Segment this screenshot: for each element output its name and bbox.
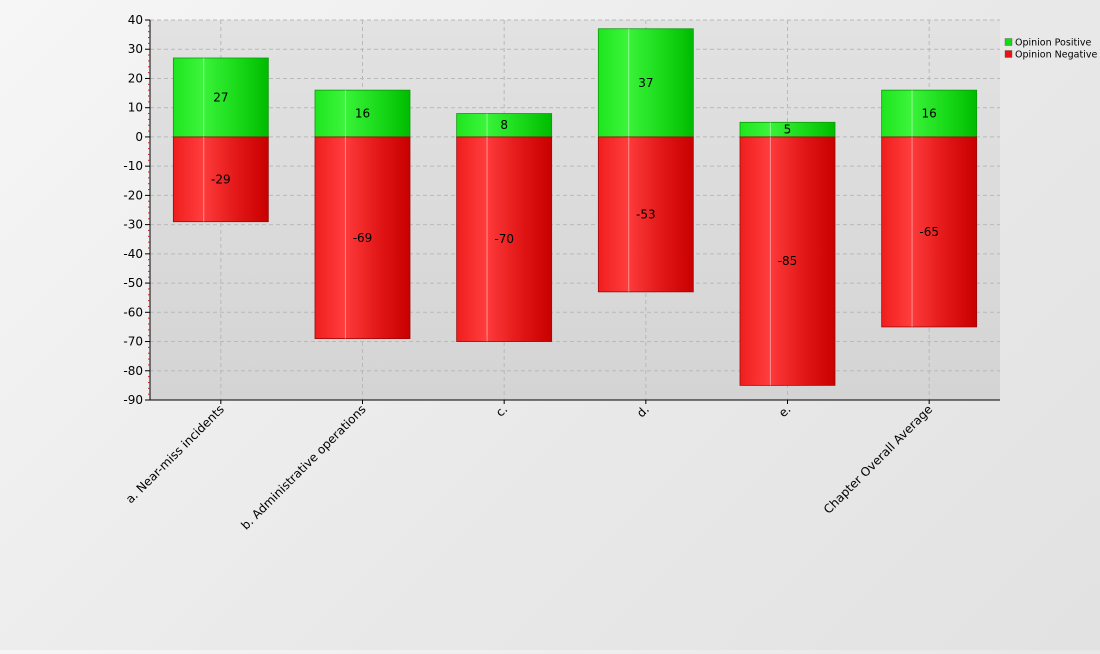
data-label: 37	[638, 76, 653, 90]
x-category-label: a. Near-miss incidents	[123, 402, 227, 506]
legend-swatch	[1004, 50, 1013, 58]
y-tick-label: 0	[135, 130, 143, 144]
bar-positive	[172, 57, 269, 138]
x-category-label: b. Administrative operations	[238, 402, 368, 532]
bar-negative	[456, 136, 553, 342]
y-axis-ticks: 40 30 20 10 0 -10 -20 -30 -40 -50 -60 -70 -80 -90	[123, 13, 150, 407]
y-tick-label: -70	[123, 335, 143, 349]
y-tick-label: -20	[123, 188, 143, 202]
bar-negative	[314, 136, 411, 340]
data-label: -29	[211, 172, 231, 186]
legend-swatch	[1004, 38, 1013, 46]
data-label: -85	[778, 254, 798, 268]
plot-area	[150, 20, 1000, 400]
data-label: -70	[494, 232, 514, 246]
y-tick-label: -40	[123, 247, 143, 261]
y-tick-label: 20	[128, 71, 143, 85]
legend-label: Opinion Negative	[1015, 50, 1097, 61]
bars	[172, 28, 978, 386]
x-category-label: d.	[634, 402, 652, 420]
data-label: -53	[636, 207, 656, 221]
x-category-label: e.	[776, 402, 794, 420]
data-label: 5	[784, 123, 792, 137]
y-tick-label: 40	[128, 13, 143, 27]
data-label: 16	[922, 107, 937, 121]
y-tick-label: -30	[123, 218, 143, 232]
bar-negative	[172, 136, 269, 223]
bar-negative	[597, 136, 694, 293]
y-tick-label: 10	[128, 101, 143, 115]
data-label: 27	[213, 90, 228, 104]
bar-positive	[881, 89, 978, 138]
data-label: 16	[355, 107, 370, 121]
data-labels: 27 16 8 37 5 16 -29 -69 -70 -53 -85 -65	[211, 76, 939, 268]
bar-positive	[314, 89, 411, 138]
data-label: -65	[919, 225, 939, 239]
y-tick-label: -90	[123, 393, 143, 407]
bar-negative	[881, 136, 978, 328]
y-tick-label: -50	[123, 276, 143, 290]
axes	[149, 20, 1000, 401]
y-tick-label: -60	[123, 305, 143, 319]
legend-label: Opinion Positive	[1015, 38, 1091, 49]
bar-positive	[597, 28, 694, 138]
bar-negative	[739, 136, 836, 386]
x-axis-labels: a. Near-miss incidents b. Administrative …	[123, 400, 935, 533]
y-tick-label: 30	[128, 42, 143, 56]
x-category-label: Chapter Overall Average	[821, 402, 935, 516]
y-tick-label: -10	[123, 159, 143, 173]
data-label: 8	[500, 118, 508, 132]
x-category-label: c.	[493, 402, 510, 419]
data-label: -69	[353, 231, 373, 245]
y-tick-label: -80	[123, 364, 143, 378]
